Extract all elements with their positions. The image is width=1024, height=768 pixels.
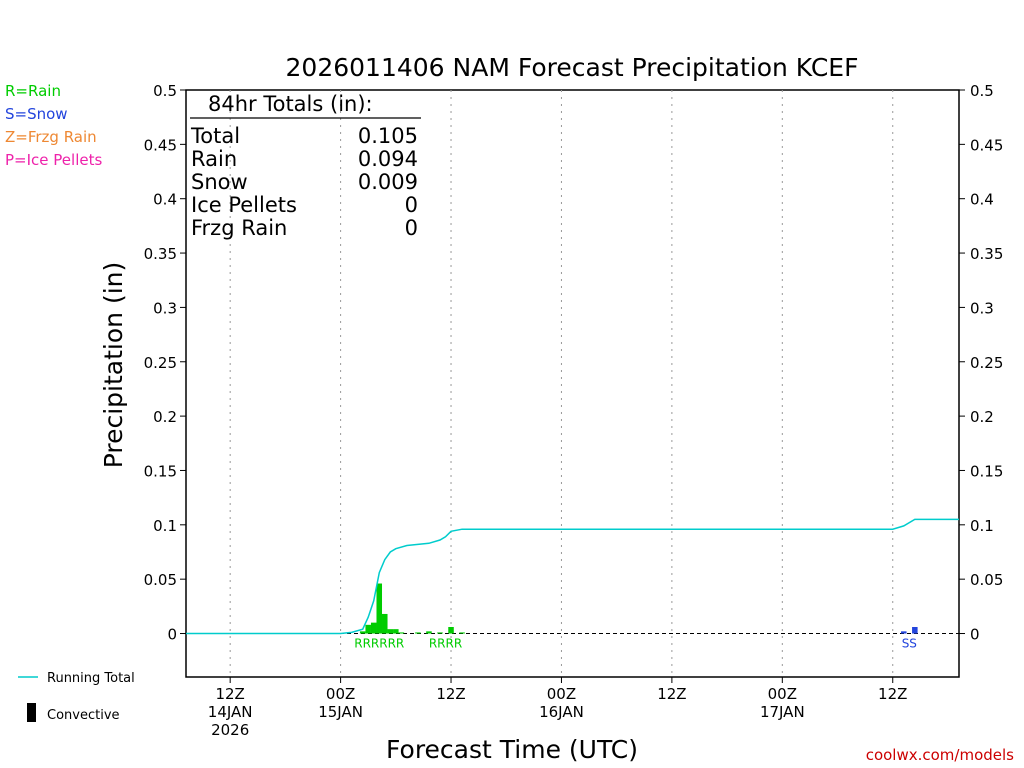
y-tick-label-right: 0.5 [970,82,994,100]
y-tick-label-left: 0.5 [153,82,177,100]
ptype-legend: R=Rain S=Snow Z=Frzg Rain P=Ice Pellets [5,82,102,169]
ptype-label: RRRRRR [354,637,404,651]
precip-bar [398,632,405,634]
precip-bar [459,632,465,634]
totals-row-label: Snow [191,170,248,194]
x-axis-title: Forecast Time (UTC) [386,735,638,764]
y-tick-label-left: 0 [167,626,177,644]
ptype-label: SS [902,637,917,651]
x-tick-label: 16JAN [539,703,584,721]
x-tick-label: 00Z [547,685,576,703]
y-tick-label-right: 0.05 [970,571,1003,589]
y-axis-title: Precipitation (in) [99,262,128,469]
ptype-legend-item: S=Snow [5,105,68,123]
x-tick-label: 2026 [211,721,249,739]
precip-bar [370,622,377,634]
y-tick-label-right: 0.25 [970,354,1003,372]
precip-bar [365,624,371,634]
bottom-legend: Running Total Convective [18,671,135,723]
plot-frame [185,89,960,678]
y-tick-label-right: 0.1 [970,517,994,535]
x-tick-label: 00Z [326,685,355,703]
running-total-legend-label: Running Total [47,671,135,686]
precip-bar [382,613,388,634]
totals-row-value: 0 [405,193,418,217]
y-tick-label-left: 0.1 [153,517,177,535]
running-total-line [186,518,959,635]
totals-row-label: Total [190,124,240,148]
precip-bar [448,626,454,634]
y-tick-label-left: 0.3 [153,299,177,317]
y-tick-label-left: 0.15 [144,462,177,480]
x-tick-label: 15JAN [318,703,363,721]
y-tick-label-right: 0 [970,626,980,644]
totals-box: 84hr Totals (in): Total 0.105 Rain 0.094 Sno… [190,92,421,240]
x-tick-label: 00Z [768,685,797,703]
precip-bar [359,631,366,634]
totals-row-value: 0 [405,216,418,240]
totals-heading: 84hr Totals (in): [208,92,373,116]
convective-legend-swatch [27,703,36,722]
y-tick-label-right: 0.2 [970,408,994,426]
totals-row-value: 0.105 [358,124,418,148]
y-tick-label-left: 0.35 [144,245,177,263]
ptype-labels: RRRRRR RRRR SS [354,637,917,651]
totals-row-value: 0.009 [358,170,418,194]
grid-lines [229,90,894,677]
y-tick-label-right: 0.35 [970,245,1003,263]
y-axis-ticks: 0 00.05 0.050.1 0.10.15 0.150.2 0.20.25 0.250.… [144,82,1004,644]
x-tick-label: 17JAN [760,703,805,721]
chart-title: 2026011406 NAM Forecast Precipitation KC… [286,53,859,82]
y-tick-label-right: 0.4 [970,191,994,209]
precip-bar [393,629,399,634]
convective-legend-label: Convective [47,708,120,723]
y-tick-label-right: 0.45 [970,136,1003,154]
y-tick-label-left: 0.4 [153,191,177,209]
totals-row-label: Ice Pellets [191,193,297,217]
totals-row-label: Frzg Rain [191,216,287,240]
y-tick-label-left: 0.25 [144,354,177,372]
x-tick-label: 12Z [878,685,907,703]
precip-bar [376,583,383,634]
watermark: coolwx.com/models [866,746,1014,764]
precip-bar [387,629,394,634]
totals-row-value: 0.094 [358,147,418,171]
totals-row-label: Rain [191,147,237,171]
x-tick-label: 12Z [657,685,686,703]
y-tick-label-right: 0.3 [970,299,994,317]
ptype-legend-item: R=Rain [5,82,61,100]
precip-bar [437,632,443,634]
ptype-legend-item: P=Ice Pellets [5,151,102,169]
x-tick-label: 14JAN [208,703,253,721]
precip-bar [415,632,421,634]
precip-bar [901,631,907,634]
precip-bar [426,631,432,634]
ptype-legend-item: Z=Frzg Rain [5,128,97,146]
precip-bars [359,583,918,634]
y-tick-label-left: 0.45 [144,136,177,154]
y-tick-label-right: 0.15 [970,462,1003,480]
x-tick-label: 12Z [215,685,244,703]
y-tick-label-left: 0.2 [153,408,177,426]
ptype-label: RRRR [429,637,462,651]
precip-bar [912,626,918,634]
y-tick-label-left: 0.05 [144,571,177,589]
x-tick-label: 12Z [436,685,465,703]
